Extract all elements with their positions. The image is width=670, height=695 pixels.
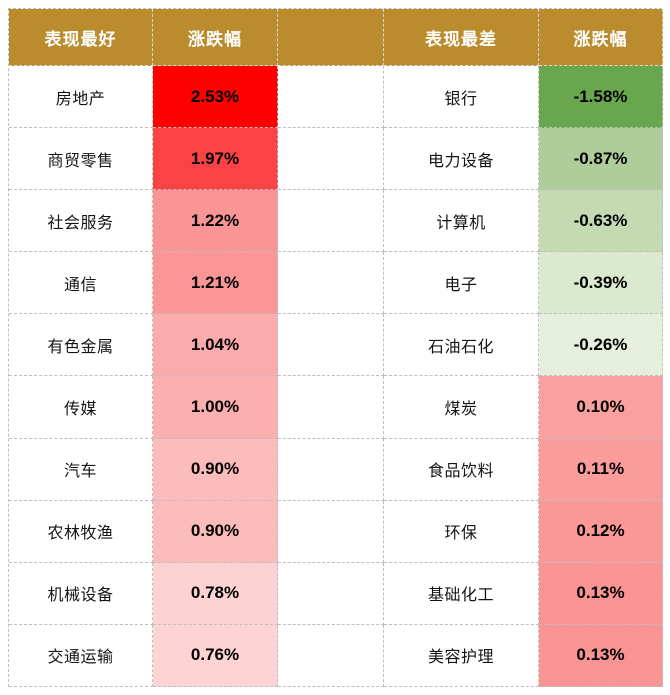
worst-sector-name: 美容护理 <box>384 624 539 687</box>
worst-change-header: 涨跌幅 <box>539 9 663 66</box>
worst-sector-change: -0.63% <box>539 190 663 253</box>
best-sector-change: 0.78% <box>153 562 278 625</box>
spacer-cell <box>278 66 384 129</box>
worst-sector-change: -0.87% <box>539 128 663 191</box>
best-sector-name: 通信 <box>9 252 153 315</box>
best-sector-change: 0.90% <box>153 500 278 563</box>
header-spacer <box>278 9 384 66</box>
worst-sector-name: 环保 <box>384 500 539 563</box>
spacer-cell <box>278 252 384 315</box>
best-sector-name: 房地产 <box>9 66 153 129</box>
best-sector-change: 2.53% <box>153 66 278 129</box>
worst-sector-change: 0.13% <box>539 562 663 625</box>
spacer-cell <box>278 624 384 687</box>
best-sector-name: 汽车 <box>9 438 153 501</box>
spacer-cell <box>278 128 384 191</box>
best-sector-change: 0.90% <box>153 438 278 501</box>
worst-sector-change: 0.12% <box>539 500 663 563</box>
worst-sector-change: -1.58% <box>539 66 663 129</box>
worst-sector-name: 石油石化 <box>384 314 539 377</box>
worst-sector-name: 食品饮料 <box>384 438 539 501</box>
worst-sector-change: 0.10% <box>539 376 663 439</box>
worst-sector-change: 0.13% <box>539 624 663 687</box>
worst-sector-name: 计算机 <box>384 190 539 253</box>
worst-sector-name: 银行 <box>384 66 539 129</box>
best-sector-name: 有色金属 <box>9 314 153 377</box>
best-sector-change: 1.00% <box>153 376 278 439</box>
worst-sector-name: 煤炭 <box>384 376 539 439</box>
best-sector-name: 社会服务 <box>9 190 153 253</box>
sector-performance-table: 表现最好 涨跌幅 表现最差 涨跌幅 房地产 2.53% 银行 -1.58% 商贸零售 1.… <box>8 8 663 687</box>
best-table-title: 表现最好 <box>9 9 153 66</box>
best-sector-change: 1.97% <box>153 128 278 191</box>
worst-sector-change: 0.11% <box>539 438 663 501</box>
worst-sector-change: -0.26% <box>539 314 663 377</box>
best-sector-name: 交通运输 <box>9 624 153 687</box>
best-sector-change: 1.21% <box>153 252 278 315</box>
spacer-cell <box>278 314 384 377</box>
spacer-cell <box>278 376 384 439</box>
best-sector-name: 商贸零售 <box>9 128 153 191</box>
best-sector-name: 机械设备 <box>9 562 153 625</box>
best-sector-name: 农林牧渔 <box>9 500 153 563</box>
best-change-header: 涨跌幅 <box>153 9 278 66</box>
spacer-cell <box>278 500 384 563</box>
worst-table-title: 表现最差 <box>384 9 539 66</box>
spacer-cell <box>278 562 384 625</box>
spacer-cell <box>278 190 384 253</box>
best-sector-change: 1.04% <box>153 314 278 377</box>
worst-sector-name: 基础化工 <box>384 562 539 625</box>
best-sector-change: 0.76% <box>153 624 278 687</box>
best-sector-name: 传媒 <box>9 376 153 439</box>
worst-sector-change: -0.39% <box>539 252 663 315</box>
best-sector-change: 1.22% <box>153 190 278 253</box>
worst-sector-name: 电力设备 <box>384 128 539 191</box>
spacer-cell <box>278 438 384 501</box>
worst-sector-name: 电子 <box>384 252 539 315</box>
